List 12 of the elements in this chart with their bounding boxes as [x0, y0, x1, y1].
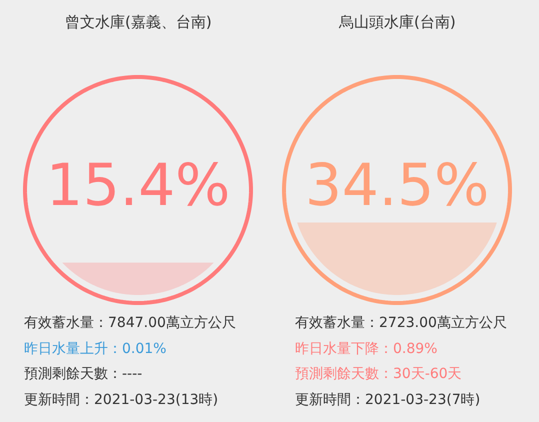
data-label: 34.5%	[305, 151, 490, 219]
text: 昨日水量上升：0.01%	[24, 341, 166, 357]
text: 有效蓄水量：2723.00萬立方公尺	[295, 315, 507, 331]
text: 昨日水量下降：0.89%	[295, 341, 438, 357]
text: 有效蓄水量：7847.00萬立方公尺	[24, 315, 236, 331]
text: 更新時間：2021-03-23(13時)	[24, 392, 218, 408]
text: 曾文水庫(嘉義、台南)	[65, 13, 212, 31]
data-label: 15.4%	[46, 151, 230, 219]
text: 更新時間：2021-03-23(7時)	[295, 392, 480, 408]
text: 預測剩餘天數：30天-60天	[295, 366, 462, 382]
text: 烏山頭水庫(台南)	[338, 13, 456, 31]
text: 預測剩餘天數：----	[24, 366, 142, 382]
